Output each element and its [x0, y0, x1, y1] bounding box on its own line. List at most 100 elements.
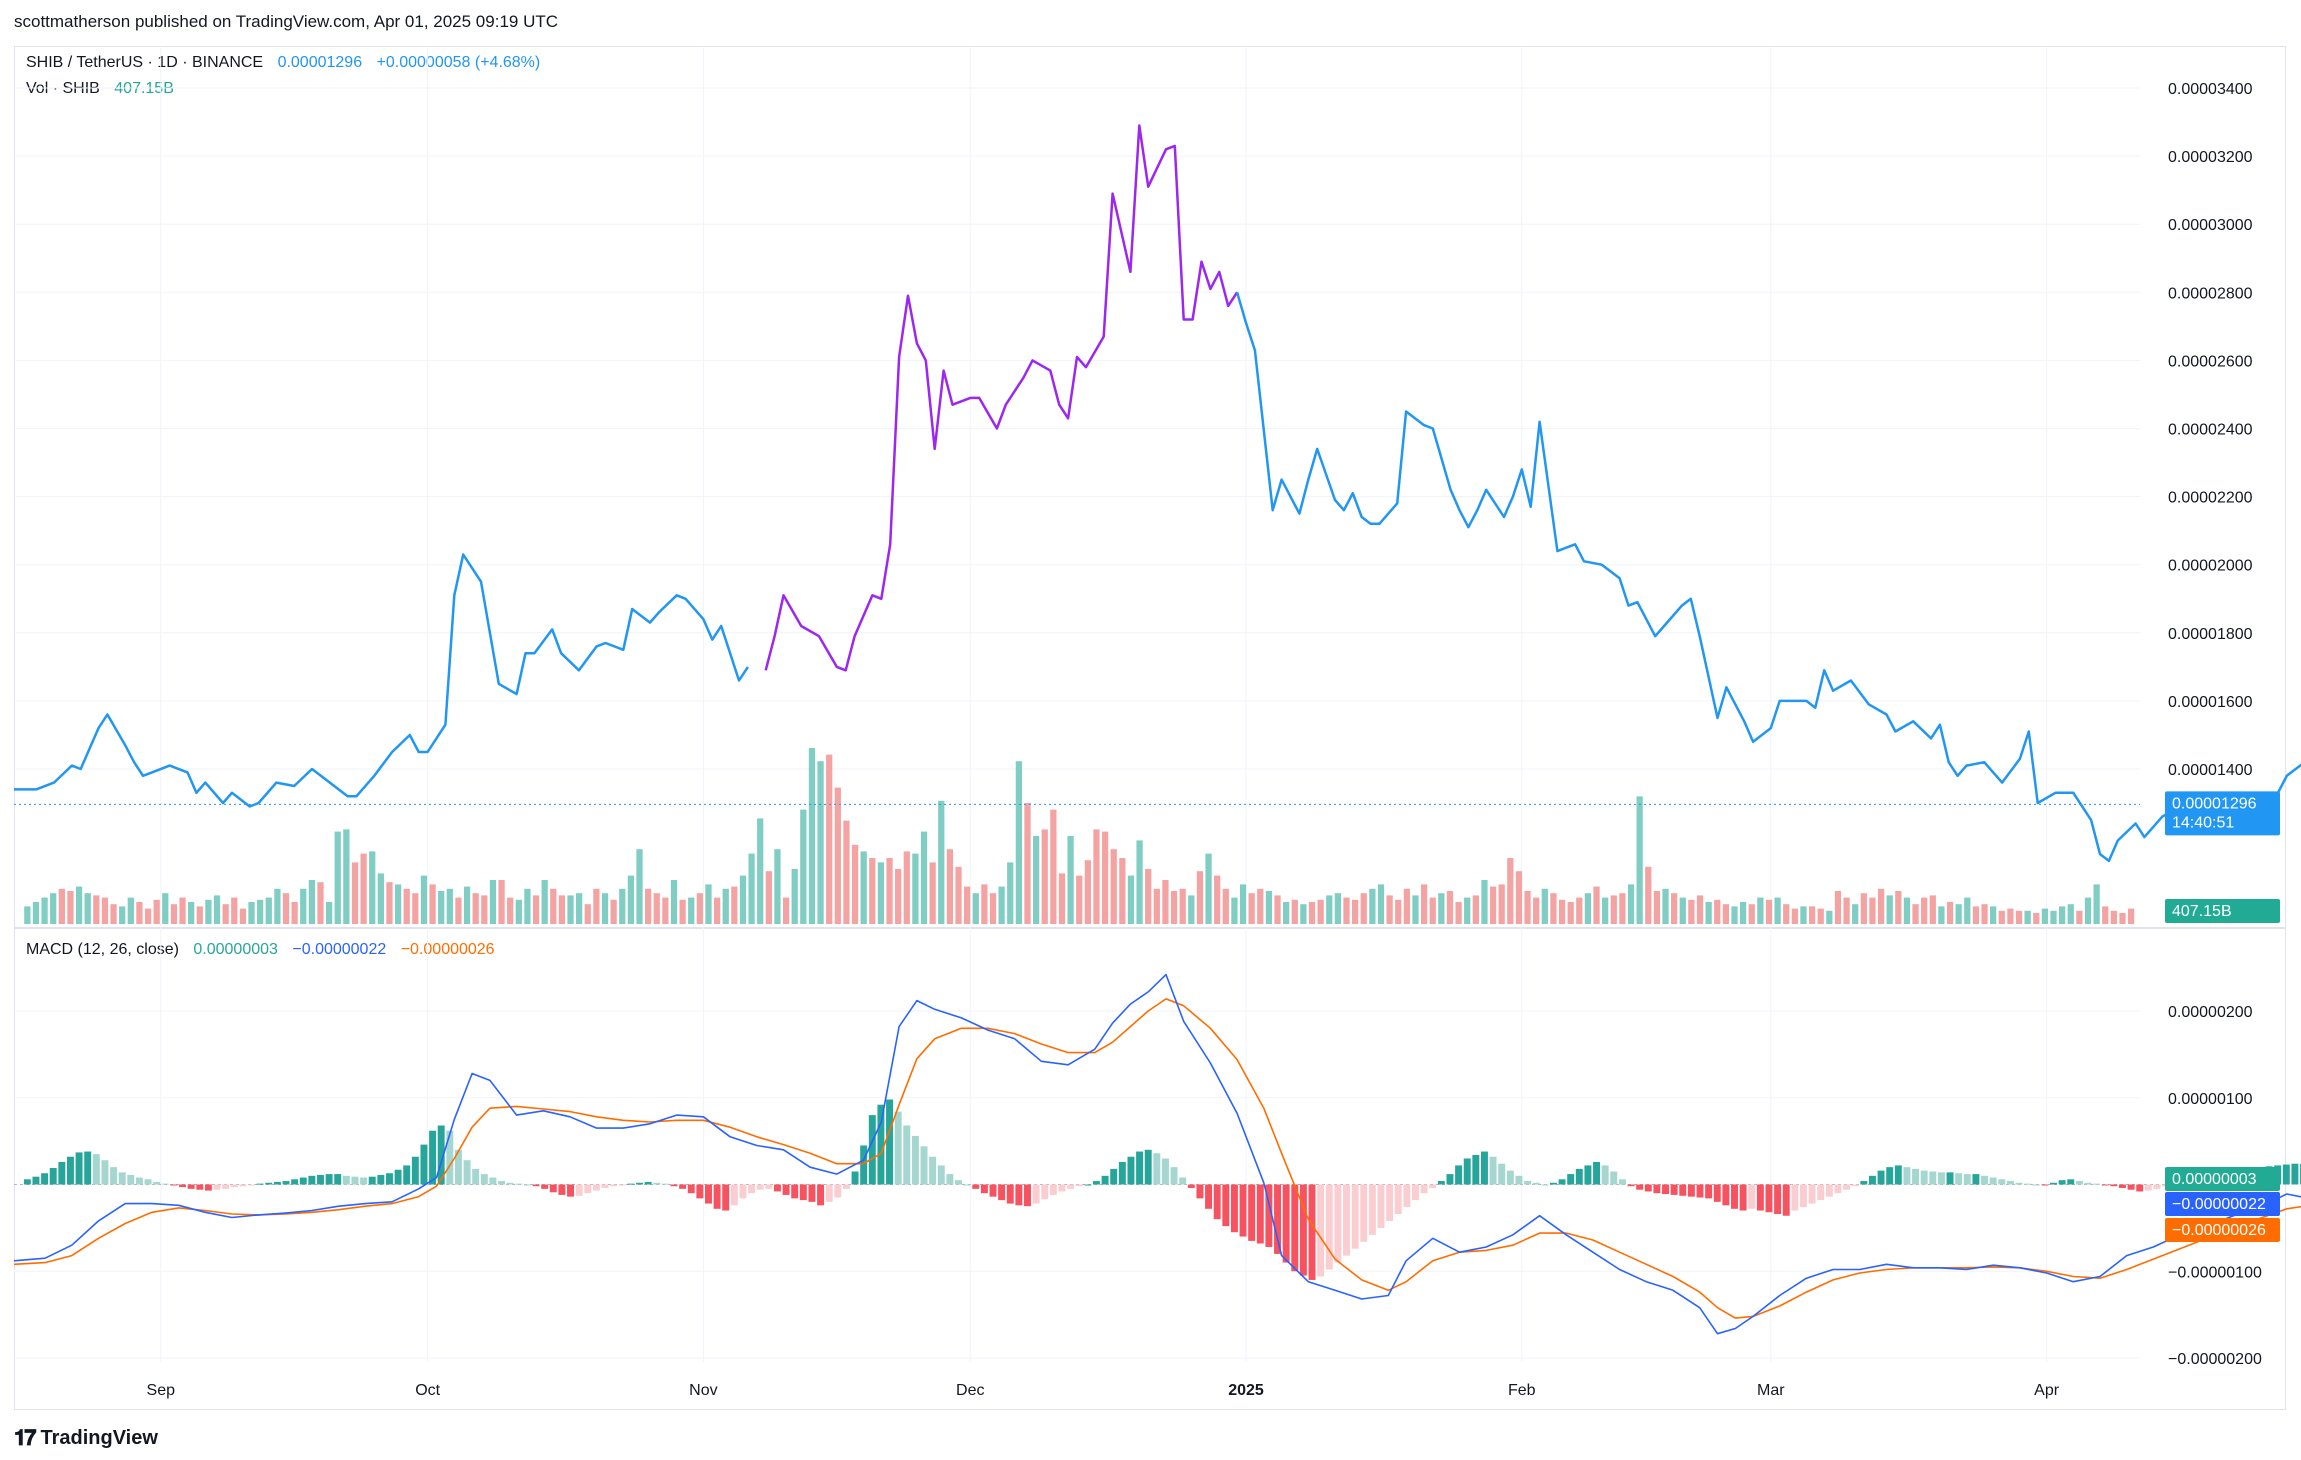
volume-bar [826, 754, 833, 924]
macd-histogram-bar [825, 1184, 833, 1202]
macd-histogram-bar [963, 1184, 971, 1186]
volume-bar [1921, 897, 1928, 924]
macd-histogram-bar [1127, 1156, 1135, 1185]
macd-histogram-bar [2136, 1184, 2144, 1192]
macd-histogram-bar [834, 1184, 842, 1198]
macd-histogram-bar [1696, 1184, 1704, 1198]
macd-histogram-bar [980, 1184, 988, 1194]
macd-histogram-bar [1506, 1170, 1514, 1185]
macd-histogram-bar [187, 1184, 195, 1189]
volume-bar [412, 893, 419, 924]
macd-histogram-bar [1627, 1184, 1635, 1187]
volume-bar [110, 904, 117, 924]
macd-histogram-bar [1455, 1165, 1463, 1185]
volume-bar [507, 897, 514, 924]
macd-histogram-bar [1618, 1179, 1626, 1185]
volume-bar [1050, 809, 1057, 924]
macd-histogram-bar [1187, 1184, 1195, 1188]
volume-bar [2050, 910, 2057, 924]
macd-histogram-bar [1153, 1153, 1161, 1185]
macd-histogram-bar [118, 1172, 126, 1185]
volume-bar [463, 886, 471, 924]
symbol-label[interactable]: SHIB / TetherUS · 1D · BINANCE [26, 54, 264, 71]
volume-bar [1774, 897, 1781, 924]
macd-histogram-bar [799, 1184, 807, 1201]
macd-histogram-bar [1360, 1184, 1368, 1242]
macd-histogram-bar [1136, 1151, 1144, 1185]
macd-histogram-bar [1834, 1184, 1842, 1194]
volume-bar [2015, 910, 2023, 924]
macd-histogram-bar [498, 1181, 506, 1185]
macd-label[interactable]: MACD (12, 26, close) [26, 941, 179, 958]
macd-histogram-bar [2041, 1184, 2049, 1186]
volume-bar [1334, 893, 1342, 924]
macd-histogram-bar [342, 1175, 350, 1185]
macd-histogram-bar [989, 1184, 997, 1197]
volume-bar [1007, 862, 1014, 924]
macd-histogram-bar [1808, 1184, 1816, 1204]
volume-bar [446, 888, 453, 924]
macd-histogram-bar [1101, 1175, 1109, 1185]
macd-histogram-bar [627, 1183, 635, 1185]
volume-bar [688, 897, 695, 924]
volume-bar [1438, 893, 1445, 924]
volume-bar [757, 818, 764, 924]
macd-histogram-bar [463, 1160, 471, 1185]
volume-bar [1688, 899, 1695, 924]
volume-bar [1455, 902, 1462, 924]
volume-bar [1817, 908, 1824, 924]
macd-histogram-bar [2075, 1181, 2083, 1185]
volume-bar [1671, 893, 1678, 924]
macd-histogram-bar [230, 1184, 238, 1188]
volume-bar [1420, 884, 1428, 924]
macd-histogram-bar [1817, 1184, 1825, 1201]
volume-bar [1852, 904, 1859, 924]
macd-histogram-bar [851, 1171, 859, 1185]
volume-bar [765, 871, 772, 924]
volume-bar [1990, 906, 1997, 924]
macd-histogram-bar [842, 1184, 850, 1189]
volume-bar [895, 869, 902, 924]
volume-bar [920, 831, 928, 924]
macd-histogram-bar [705, 1184, 712, 1204]
volume-bar [1283, 902, 1290, 924]
macd-histogram-bar [58, 1161, 66, 1185]
volume-bar [636, 849, 643, 924]
volume-bar [377, 873, 384, 924]
volume-bar [308, 880, 315, 924]
volume-bar [119, 906, 126, 924]
macd-histogram-bar [575, 1184, 583, 1196]
macd-hist-badge-text: 0.00000003 [2172, 1171, 2257, 1188]
macd-histogram-bar [360, 1177, 368, 1185]
macd-histogram-bar [1351, 1184, 1359, 1249]
macd-histogram-bar [1429, 1184, 1437, 1188]
macd-histogram-bar [1067, 1184, 1075, 1189]
macd-histogram-bar [1929, 1171, 1937, 1185]
macd-histogram-bar [2084, 1182, 2092, 1185]
macd-histogram-bar [1662, 1184, 1669, 1195]
macd-histogram-bar [1868, 1175, 1876, 1185]
volume-bar [1403, 888, 1410, 924]
macd-histogram-bar [618, 1184, 626, 1186]
price-line-segment-1 [14, 553, 749, 808]
macd-histogram-bar [101, 1160, 109, 1185]
volume-bar [1938, 906, 1945, 924]
volume-bar [1222, 888, 1229, 924]
price-badge [2165, 791, 2280, 836]
macd-histogram-bar [2144, 1184, 2152, 1191]
macd-histogram-bar [325, 1174, 333, 1185]
tradingview-footer[interactable]: 𝟏𝟕 TradingView [14, 1425, 158, 1451]
volume-bar [627, 875, 635, 924]
volume-bar [964, 886, 971, 924]
macd-histogram-bar [532, 1184, 540, 1187]
macd-histogram-bar [204, 1184, 212, 1191]
macd-histogram-bar [920, 1146, 928, 1185]
volume-bar [291, 902, 298, 924]
macd-histogram-bar [144, 1179, 152, 1185]
macd-histogram-bar [317, 1174, 324, 1185]
volume-bar [2102, 906, 2109, 924]
macd-histogram-bar [601, 1184, 609, 1188]
macd-histogram-bar [446, 1130, 454, 1185]
macd-histogram-bar [66, 1156, 74, 1185]
